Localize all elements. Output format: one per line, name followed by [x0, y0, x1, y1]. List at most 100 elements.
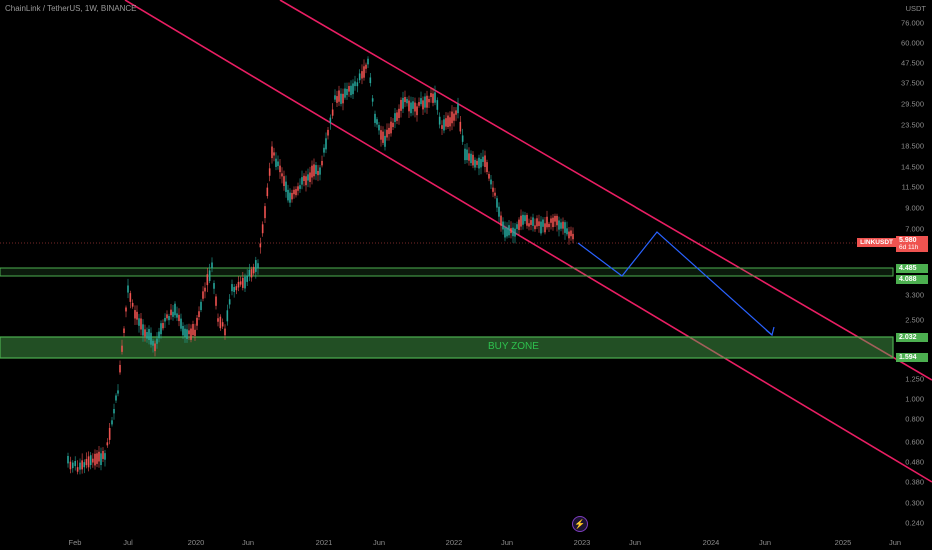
candle-body	[554, 215, 556, 222]
price-tick-label: 29.500	[901, 99, 924, 109]
price-tick-label: 11.500	[901, 182, 924, 192]
candle-body	[81, 460, 83, 470]
candle-body	[570, 230, 572, 237]
candle-body	[572, 233, 574, 240]
candle-body	[336, 96, 338, 103]
candle-body	[556, 215, 558, 226]
candle-body	[350, 85, 352, 96]
candle-body	[196, 317, 198, 326]
channel-lower-line[interactable]	[124, 0, 932, 483]
candle-body	[192, 323, 194, 335]
candle-body	[438, 116, 441, 125]
candle-body	[119, 364, 121, 373]
price-tick-label: 1.000	[905, 394, 924, 404]
time-tick-label: Jul	[123, 538, 133, 547]
candle-body	[83, 462, 86, 468]
candle-body	[472, 154, 474, 166]
candle-body	[432, 93, 434, 103]
price-tick-label: 3.300	[905, 290, 924, 300]
candle-body	[138, 318, 140, 326]
channel-upper-line[interactable]	[279, 0, 932, 381]
candle-body	[538, 221, 540, 226]
projection-path[interactable]	[577, 231, 773, 336]
candle-body	[188, 330, 190, 335]
candle-body	[200, 301, 202, 311]
candle-body	[242, 277, 244, 288]
candle-body	[117, 390, 119, 394]
candle-body	[217, 318, 219, 322]
price-tick-label: 18.500	[901, 141, 924, 151]
candle-body	[172, 311, 174, 317]
candle-body	[266, 187, 269, 197]
candle-body	[548, 223, 550, 228]
candle-body	[108, 427, 111, 440]
candle-body	[125, 307, 127, 312]
candle-body	[384, 135, 386, 147]
candle-body	[455, 110, 457, 115]
candle-body	[404, 97, 406, 103]
candle-body	[526, 214, 528, 226]
candle-body	[388, 127, 390, 135]
price-tick-label: 1.250	[905, 374, 924, 384]
candle-body	[430, 93, 432, 97]
candle-body	[277, 161, 279, 167]
lightning-icon[interactable]: ⚡	[572, 516, 588, 532]
candle-body	[250, 269, 253, 278]
candle-body	[76, 467, 79, 472]
candle-body	[307, 174, 309, 181]
candle-body	[398, 108, 400, 119]
candle-body	[367, 58, 369, 65]
candle-body	[466, 149, 468, 161]
candle-body	[131, 302, 134, 307]
current-price-value: 5.980	[899, 237, 917, 244]
candle-body	[514, 228, 516, 237]
candle-body	[516, 224, 518, 229]
candle-body	[176, 313, 178, 318]
candle-body	[309, 172, 311, 182]
candle-body	[102, 450, 104, 459]
candle-body	[441, 125, 443, 129]
candle-body	[301, 177, 303, 185]
candle-body	[363, 66, 365, 78]
candle-body	[453, 113, 455, 121]
candle-body	[255, 260, 257, 272]
candle-body	[271, 146, 273, 159]
candle-body	[261, 224, 264, 234]
candle-body	[180, 318, 182, 329]
buy-zone-rect[interactable]	[0, 336, 894, 359]
price-tick-label: 0.300	[905, 498, 924, 508]
candle-body	[303, 175, 305, 182]
candle-body	[281, 173, 283, 177]
candle-body	[146, 332, 148, 339]
candle-body	[275, 158, 277, 167]
candle-body	[408, 100, 410, 112]
candle-body	[184, 328, 186, 337]
candle-body	[144, 329, 146, 337]
candle-body	[113, 408, 115, 414]
candle-body	[530, 220, 532, 225]
candle-body	[418, 102, 420, 106]
candle-body	[484, 155, 486, 167]
candle-body	[92, 458, 94, 463]
candle-body	[502, 221, 504, 230]
price-tick-label: 76.000	[901, 18, 924, 28]
candle-body	[436, 100, 439, 110]
price-tick-label: 60.000	[901, 38, 924, 48]
candle-body	[264, 206, 266, 219]
projection-arrowhead	[765, 326, 775, 337]
candle-body	[323, 147, 325, 153]
candle-body	[348, 86, 350, 92]
candle-body	[494, 192, 496, 196]
candle-body	[443, 119, 445, 131]
resistance-band[interactable]	[0, 267, 894, 277]
candle-body	[72, 462, 74, 469]
candle-body	[221, 322, 224, 327]
level-4485-badge: 4.485	[896, 264, 928, 273]
candle-body	[451, 111, 453, 124]
candle-body	[340, 93, 342, 104]
candle-body	[239, 281, 242, 285]
time-tick-label: 2020	[187, 538, 205, 547]
candle-body	[470, 153, 472, 164]
candle-body	[552, 217, 554, 228]
